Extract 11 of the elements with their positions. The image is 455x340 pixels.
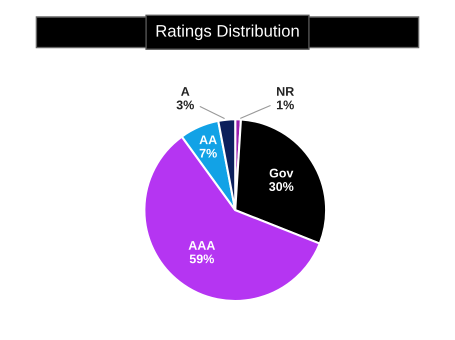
slice-label: NR bbox=[277, 87, 294, 96]
slice-label: A bbox=[181, 87, 190, 96]
data-label: 3% bbox=[176, 100, 194, 110]
data-label: 7% bbox=[200, 148, 217, 158]
data-label: 59% bbox=[190, 254, 214, 264]
slice-label: Gov bbox=[270, 168, 294, 178]
slice-label: AA bbox=[199, 135, 217, 144]
data-label: 1% bbox=[276, 100, 294, 110]
data-label: 30% bbox=[269, 182, 294, 192]
slice-label: AAA bbox=[188, 241, 216, 250]
chart-title: Ratings Distribution bbox=[156, 24, 299, 40]
